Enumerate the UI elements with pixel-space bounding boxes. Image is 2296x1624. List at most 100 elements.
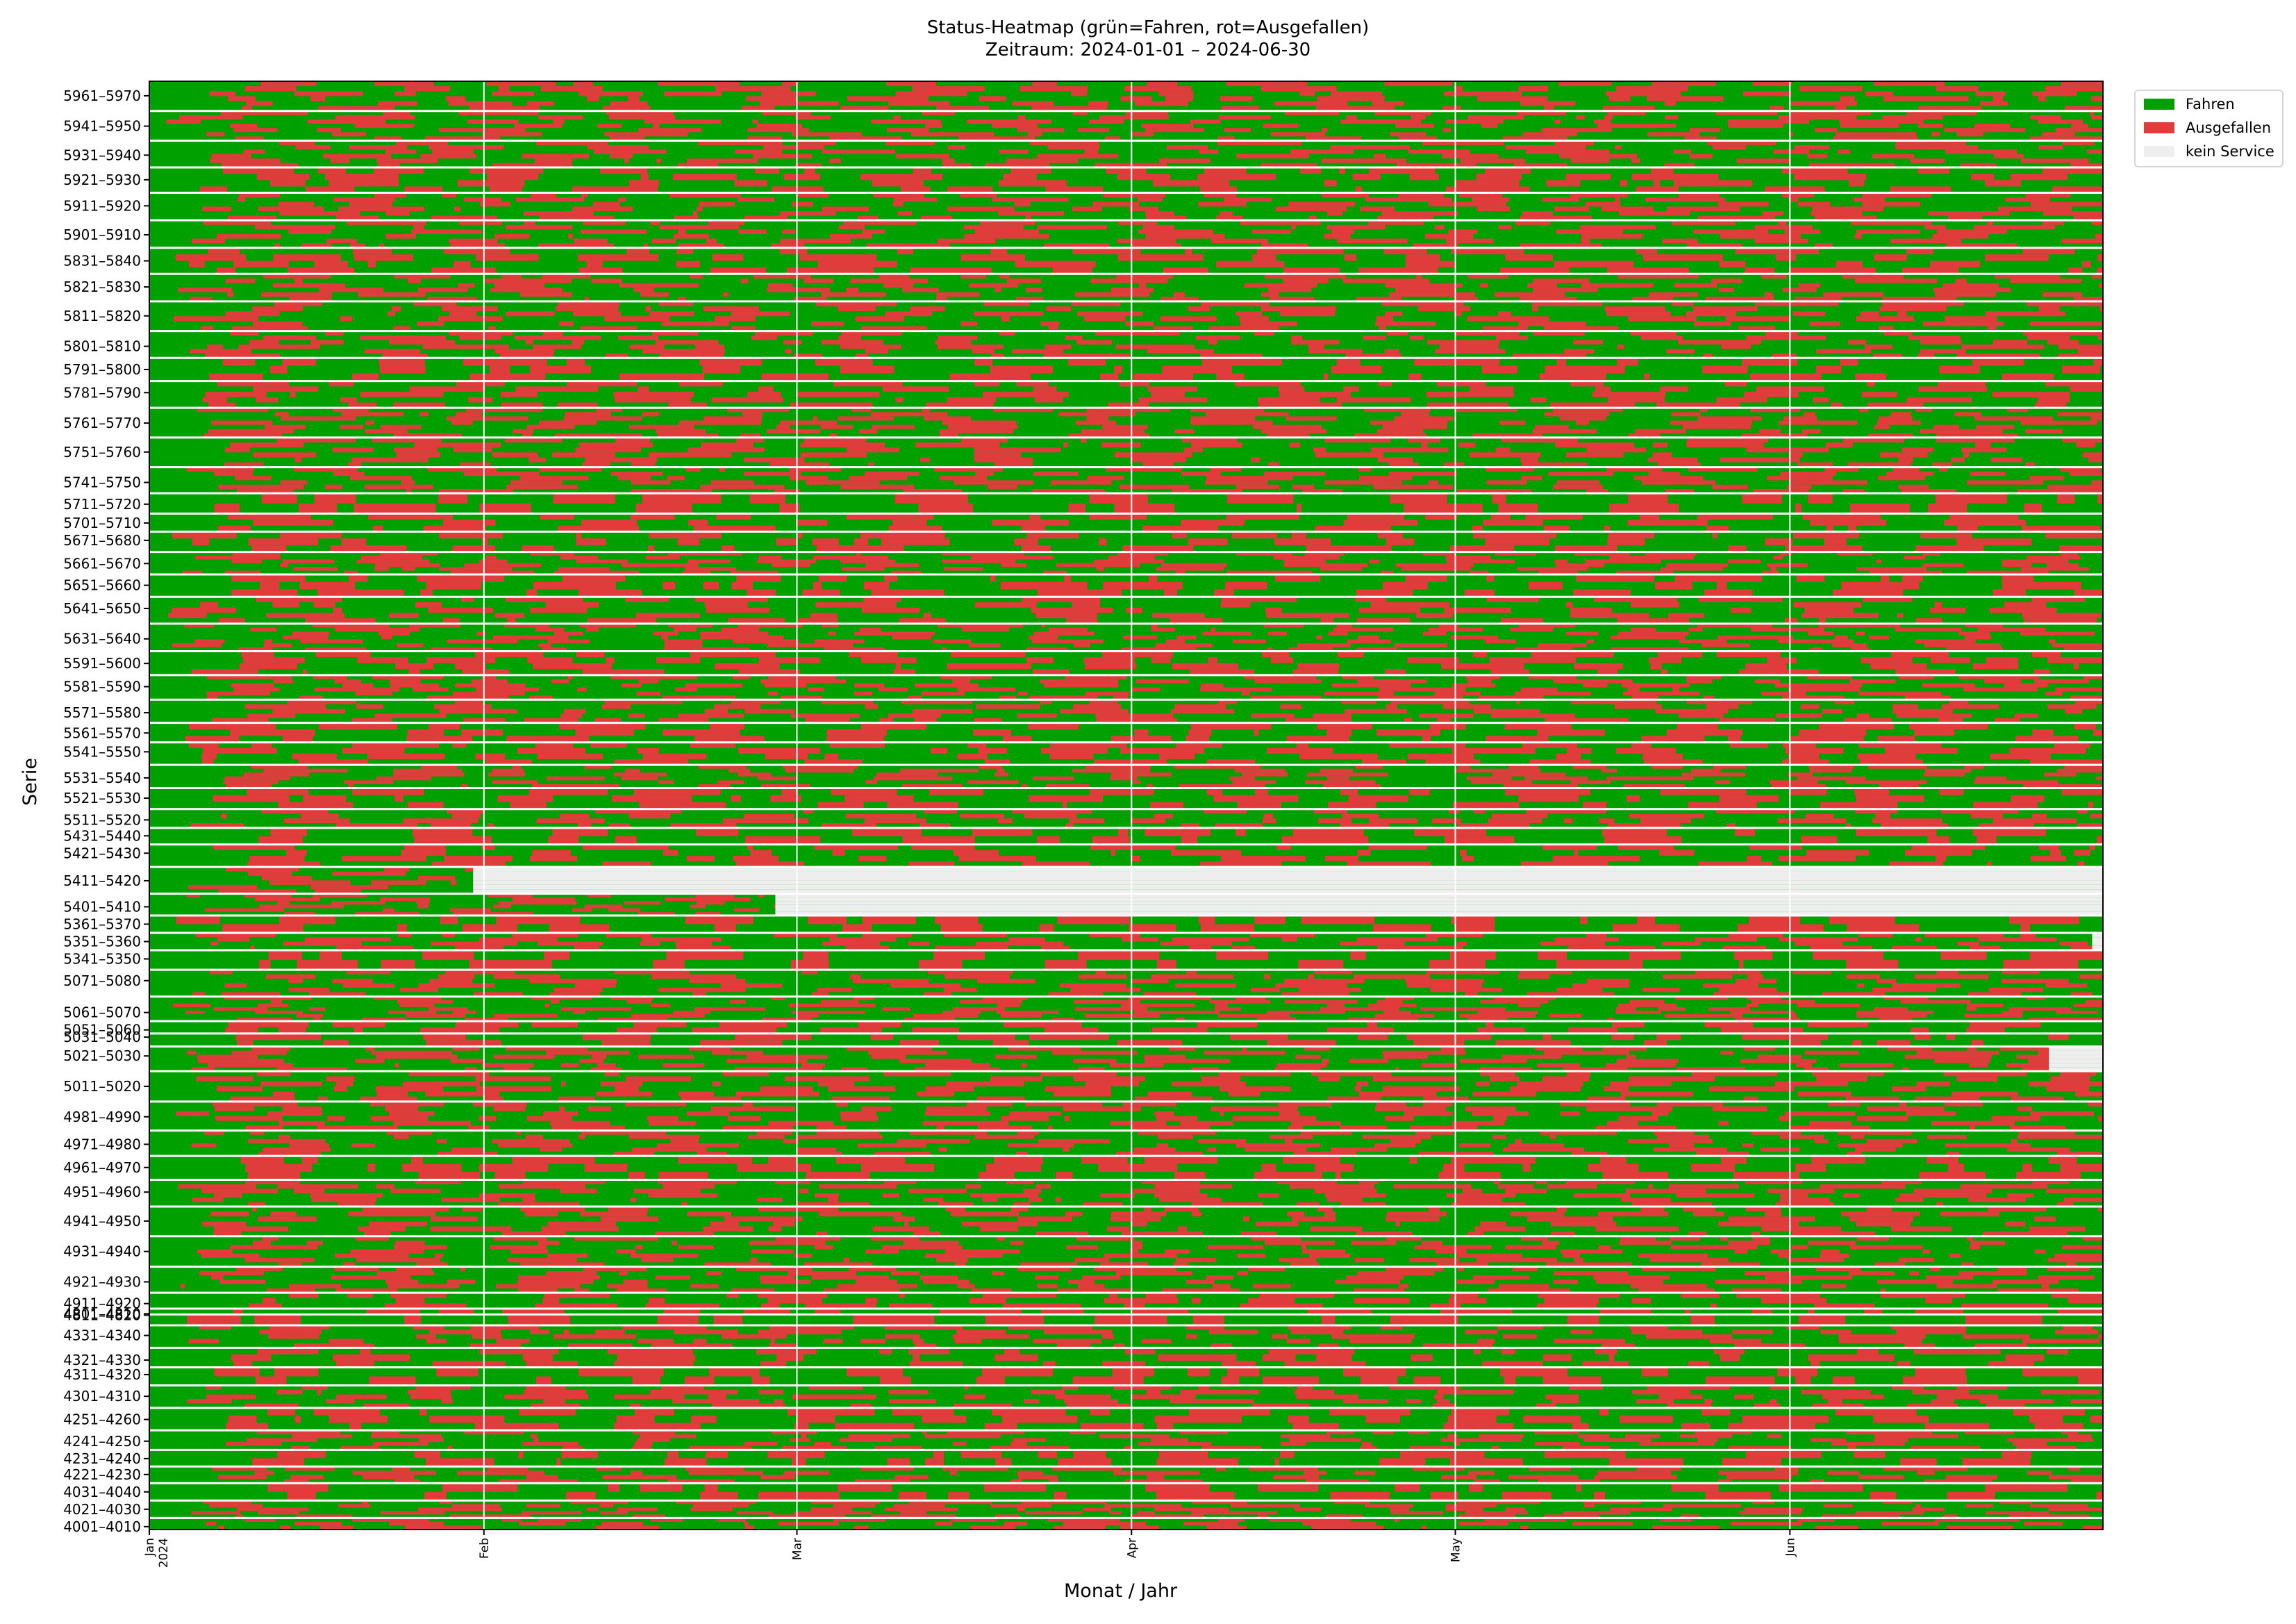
outage-cell [1015, 260, 1096, 268]
outage-cell [1029, 513, 1041, 520]
outage-cell [1205, 412, 1289, 417]
outage-cell [1915, 1309, 1963, 1315]
outage-cell [1197, 174, 1276, 181]
outage-cell [935, 106, 990, 112]
outage-cell [1217, 136, 1236, 141]
outage-cell [1292, 1423, 1339, 1431]
outage-cell [1251, 229, 1291, 235]
outage-cell [1181, 437, 1238, 443]
outage-cell [1376, 945, 1463, 951]
outage-cell [388, 1111, 435, 1117]
outage-cell [1622, 691, 1700, 696]
outage-cell [1455, 924, 1495, 934]
outage-cell [651, 1003, 671, 1008]
outage-cell [1035, 613, 1097, 619]
outage-cell [992, 408, 1054, 413]
outage-cell [1443, 462, 1465, 468]
outage-cell [1630, 627, 1656, 632]
outage-cell [1875, 813, 1891, 819]
outage-cell [1317, 818, 1352, 824]
outage-cell [1358, 467, 1372, 472]
outage-cell [1965, 1504, 1994, 1508]
outage-cell [278, 1120, 326, 1127]
outage-cell [638, 386, 649, 392]
outage-cell [507, 1314, 571, 1326]
outage-cell [1697, 623, 1772, 628]
outage-cell [1096, 567, 1105, 571]
outage-cell [542, 1298, 560, 1304]
outage-cell [693, 525, 776, 532]
outage-cell [1810, 945, 1872, 951]
outage-cell [547, 1253, 589, 1259]
outage-cell [261, 493, 297, 504]
outage-cell [1151, 627, 1176, 632]
outage-cell [1425, 513, 1457, 520]
outage-cell [1405, 574, 1447, 583]
outage-cell [1081, 1156, 1128, 1164]
outage-cell [453, 447, 492, 453]
outage-cell [768, 1156, 796, 1164]
outage-cell [1071, 91, 1088, 97]
outage-cell [639, 1483, 683, 1493]
outage-cell [2070, 163, 2103, 168]
outage-cell [1915, 408, 1932, 413]
outage-cell [224, 447, 251, 453]
outage-cell [1170, 709, 1234, 714]
unit-row-bg [149, 306, 2103, 312]
outage-cell [1219, 1086, 1291, 1092]
outage-cell [1154, 326, 1193, 332]
outage-cell [861, 1106, 892, 1112]
outage-cell [1475, 1081, 1490, 1087]
outage-cell [394, 274, 451, 279]
outage-cell [489, 365, 510, 374]
outage-cell [1914, 729, 1955, 736]
outage-cell [582, 669, 665, 676]
outage-cell [1346, 115, 1357, 120]
outage-cell [1773, 149, 1810, 155]
outage-cell [463, 1430, 524, 1435]
outage-cell [203, 1500, 252, 1505]
outage-cell [416, 901, 430, 905]
no-service-cell [2092, 937, 2103, 942]
outage-cell [266, 1288, 316, 1293]
outage-cell [1212, 1284, 1231, 1289]
outage-cell [810, 1507, 852, 1511]
outage-cell [594, 718, 621, 724]
outage-cell [2005, 1221, 2026, 1227]
outage-cell [837, 1483, 892, 1493]
outage-cell [1291, 335, 1303, 340]
outage-cell [1074, 1000, 1140, 1004]
outage-cell [1273, 556, 1340, 560]
outage-cell [685, 1466, 744, 1471]
outage-cell [224, 983, 247, 988]
outage-cell [1450, 635, 1498, 640]
series-row-35 [149, 932, 2103, 951]
outage-cell [1131, 1125, 1210, 1131]
outage-cell [1787, 1258, 1845, 1263]
outage-cell [1016, 381, 1049, 387]
unit-row-bg [149, 326, 2103, 332]
outage-cell [708, 220, 744, 226]
outage-cell [1986, 657, 2018, 664]
outage-cell [401, 480, 415, 486]
outage-cell [2054, 742, 2090, 749]
outage-cell [1927, 503, 1968, 514]
outage-cell [1576, 420, 1589, 425]
outage-cell [2091, 115, 2103, 120]
outage-cell [728, 618, 785, 624]
outage-cell [1208, 340, 1217, 345]
outage-cell [1780, 1134, 1824, 1140]
series-row-40 [149, 1033, 2103, 1047]
outage-cell [1131, 855, 1140, 862]
outage-cell [408, 1071, 490, 1077]
outage-cell [1821, 1284, 1846, 1289]
outage-cell [947, 144, 966, 150]
outage-cell [330, 158, 349, 164]
outage-cell [492, 635, 569, 640]
outage-cell [1913, 1188, 1993, 1194]
outage-cell [203, 220, 272, 226]
outage-cell [529, 855, 578, 862]
outage-cell [1057, 915, 1130, 925]
outage-cell [1308, 215, 1317, 221]
outage-cell [372, 1442, 429, 1447]
